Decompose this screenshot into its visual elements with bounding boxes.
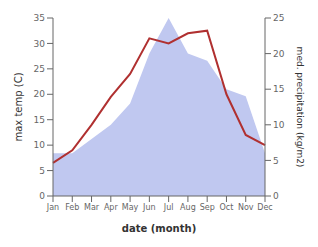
svg-text:20: 20 (34, 89, 46, 99)
svg-text:Aug: Aug (180, 203, 196, 212)
svg-text:med. precipitation (kg/m2): med. precipitation (kg/m2) (295, 47, 305, 168)
svg-text:May: May (122, 203, 139, 212)
svg-text:25: 25 (273, 13, 284, 23)
svg-text:Nov: Nov (238, 203, 254, 212)
svg-text:Dec: Dec (257, 203, 272, 212)
svg-text:20: 20 (273, 49, 285, 59)
svg-text:0: 0 (39, 191, 45, 201)
svg-text:30: 30 (34, 39, 46, 49)
svg-text:15: 15 (273, 84, 284, 94)
svg-text:10: 10 (34, 140, 46, 150)
svg-text:25: 25 (34, 64, 45, 74)
svg-text:Jan: Jan (46, 203, 59, 212)
svg-text:Oct: Oct (220, 203, 234, 212)
svg-text:5: 5 (39, 166, 45, 176)
svg-text:max temp (C): max temp (C) (13, 72, 24, 141)
svg-text:Mar: Mar (84, 203, 100, 212)
svg-text:15: 15 (34, 115, 45, 125)
svg-text:5: 5 (273, 156, 279, 166)
svg-text:10: 10 (273, 120, 285, 130)
svg-text:date (month): date (month) (122, 223, 196, 234)
svg-text:Apr: Apr (104, 203, 119, 212)
svg-text:0: 0 (273, 191, 279, 201)
svg-text:Jun: Jun (142, 203, 156, 212)
svg-text:Jul: Jul (163, 203, 174, 212)
svg-text:Sep: Sep (200, 203, 215, 212)
svg-text:35: 35 (34, 13, 45, 23)
svg-text:Feb: Feb (65, 203, 79, 212)
